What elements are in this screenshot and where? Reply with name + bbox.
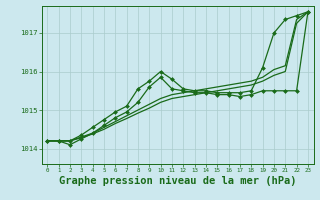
X-axis label: Graphe pression niveau de la mer (hPa): Graphe pression niveau de la mer (hPa) (59, 176, 296, 186)
